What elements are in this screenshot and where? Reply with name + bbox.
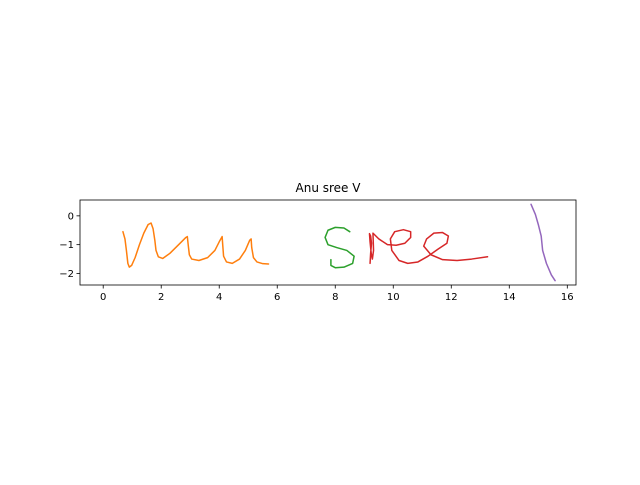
series-group: [122, 203, 556, 282]
x-tick-label: 4: [216, 292, 222, 303]
y-tick-label: 0: [68, 211, 74, 222]
x-tick-label: 12: [445, 292, 458, 303]
x-axis-ticks: 0 2 4 6 8 10 12 14 16: [100, 285, 574, 303]
x-tick-label: 14: [503, 292, 516, 303]
x-tick-label: 6: [274, 292, 280, 303]
y-tick-label: −1: [59, 240, 74, 251]
y-tick-label: −2: [59, 269, 74, 280]
series-line-2: [368, 228, 489, 265]
series-line-1: [324, 226, 355, 269]
chart-title: Anu sree V: [296, 181, 362, 195]
x-tick-label: 0: [100, 292, 106, 303]
axes-frame: [79, 199, 577, 286]
x-tick-label: 2: [158, 292, 164, 303]
series-line-3: [530, 203, 556, 282]
x-tick-label: 10: [387, 292, 400, 303]
y-axis-ticks: 0 −1 −2: [59, 211, 80, 280]
x-tick-label: 8: [332, 292, 338, 303]
series-line-0: [122, 222, 270, 268]
x-tick-label: 16: [561, 292, 574, 303]
